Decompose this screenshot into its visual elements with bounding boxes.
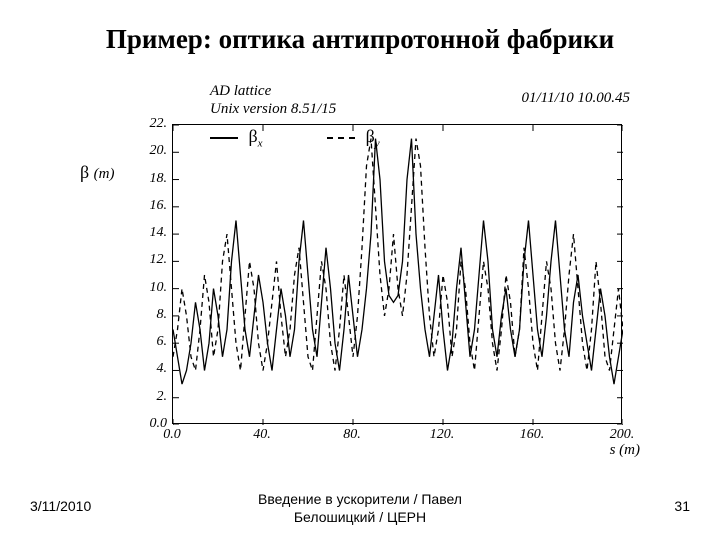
meta-line1: AD lattice [210,82,336,100]
ytick-label: 16. [127,198,167,214]
ytick-label: 14. [127,225,167,241]
ytick-label: 2. [127,389,167,405]
ylabel-main: β [80,162,89,182]
xtick-label: 160. [512,427,552,443]
ytick-label: 10. [127,280,167,296]
xtick-label: 80. [332,427,372,443]
ytick-label: 8. [127,307,167,323]
footer-center-l1: Введение в ускорители / Павел [258,491,462,507]
chart-meta-right: 01/11/10 10.00.45 [522,90,630,107]
plot-area [172,124,622,424]
xtick-label: 0.0 [152,427,192,443]
chart-meta-left: AD lattice Unix version 8.51/15 [210,82,336,118]
ytick-label: 18. [127,171,167,187]
footer-center: Введение в ускорители / Павел Белошицкий… [0,491,720,526]
ytick-label: 4. [127,361,167,377]
footer-page: 31 [674,498,690,514]
ytick-label: 22. [127,116,167,132]
ytick-label: 12. [127,252,167,268]
x-axis-label: s (m) [610,442,640,459]
y-axis-label: β (m) [80,162,115,183]
xtick-label: 120. [422,427,462,443]
slide-title: Пример: оптика антипротонной фабрики [0,0,720,55]
plot-svg [173,125,623,425]
ytick-label: 6. [127,334,167,350]
chart-container: AD lattice Unix version 8.51/15 01/11/10… [80,82,640,462]
ytick-label: 20. [127,143,167,159]
xtick-label: 40. [242,427,282,443]
ylabel-unit: (m) [94,166,115,182]
meta-line2: Unix version 8.51/15 [210,100,336,118]
footer-center-l2: Белошицкий / ЦЕРН [294,509,426,525]
xtick-label: 200. [602,427,642,443]
